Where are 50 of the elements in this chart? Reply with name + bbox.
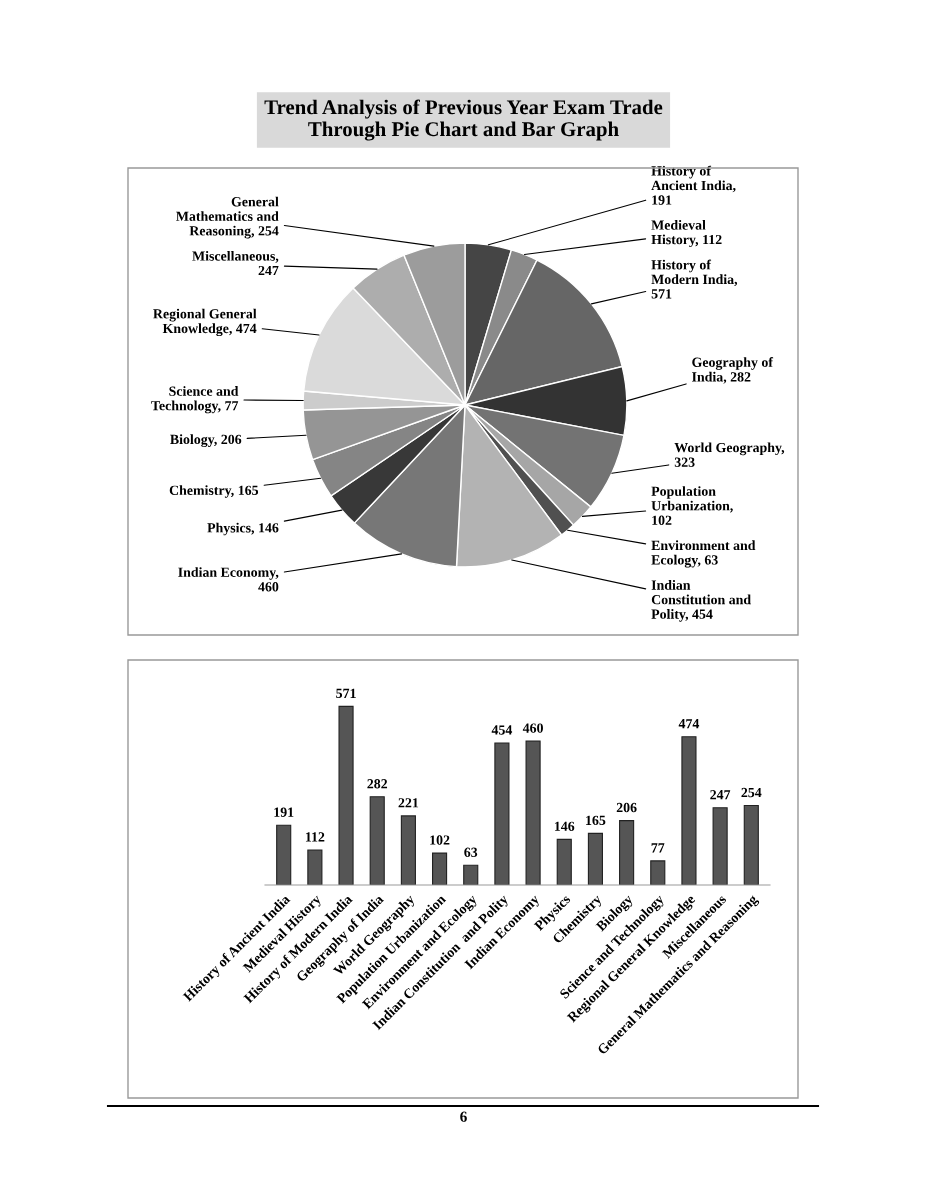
slice-label: Regional General Knowledge, 474	[153, 308, 257, 337]
data-label: 247	[710, 790, 731, 800]
slice-label: Chemistry, 165	[169, 485, 259, 498]
slice-label: Indian Constitution and Polity, 454	[651, 580, 751, 622]
slice-label: Indian Economy, 460	[178, 567, 279, 592]
data-label: 254	[741, 787, 762, 798]
data-label: 146	[554, 821, 575, 831]
bar	[587, 832, 604, 885]
chart-title: Trend Analysis of Previous Year Exam Trade Through Pie Chart and Bar Graph	[264, 99, 663, 141]
bar	[556, 838, 572, 885]
data-label: 206	[616, 802, 637, 813]
data-label: 77	[651, 843, 665, 853]
data-label: 571	[336, 688, 356, 699]
text: 6	[460, 1111, 467, 1122]
bar	[681, 736, 697, 885]
data-label: 63	[464, 847, 478, 857]
bar	[369, 796, 385, 885]
bar	[400, 815, 416, 885]
slice-label: History of Modern India, 571	[651, 259, 738, 299]
bar	[494, 742, 510, 885]
data-label: 102	[430, 835, 450, 845]
bar	[619, 820, 635, 885]
slice-label: World Geography, 323	[674, 442, 785, 467]
bar	[743, 805, 759, 885]
slice-label: Population Urbanization, 102	[651, 486, 733, 525]
slice-label: Geography of India, 282	[692, 357, 774, 384]
data-label: 221	[398, 798, 419, 808]
bar	[276, 824, 292, 885]
slice-label: History of Ancient India, 191	[651, 165, 736, 205]
data-label: 460	[522, 723, 543, 733]
slice-label: Science and Technology, 77	[151, 386, 239, 414]
data-label: 165	[586, 815, 606, 826]
data-label: 474	[678, 719, 700, 729]
bar	[338, 705, 354, 885]
slice-label: Physics, 146	[207, 522, 279, 536]
slice-label: Medieval History, 112	[651, 219, 722, 248]
slice-label: Environment and Ecology, 63	[651, 540, 756, 568]
bar	[650, 860, 666, 885]
bar	[525, 740, 541, 885]
data-label: 282	[367, 779, 388, 789]
slice-label: Biology, 206	[170, 434, 242, 447]
data-label: 112	[305, 832, 325, 842]
bar	[712, 807, 728, 885]
bar	[463, 864, 479, 885]
slice-label: General Mathematics and Reasoning, 254	[176, 196, 279, 239]
data-label: 454	[491, 725, 513, 735]
slice-label: Miscellaneous, 247	[192, 250, 279, 276]
data-label: 191	[274, 807, 294, 817]
bar	[307, 849, 323, 885]
bar	[431, 852, 448, 885]
